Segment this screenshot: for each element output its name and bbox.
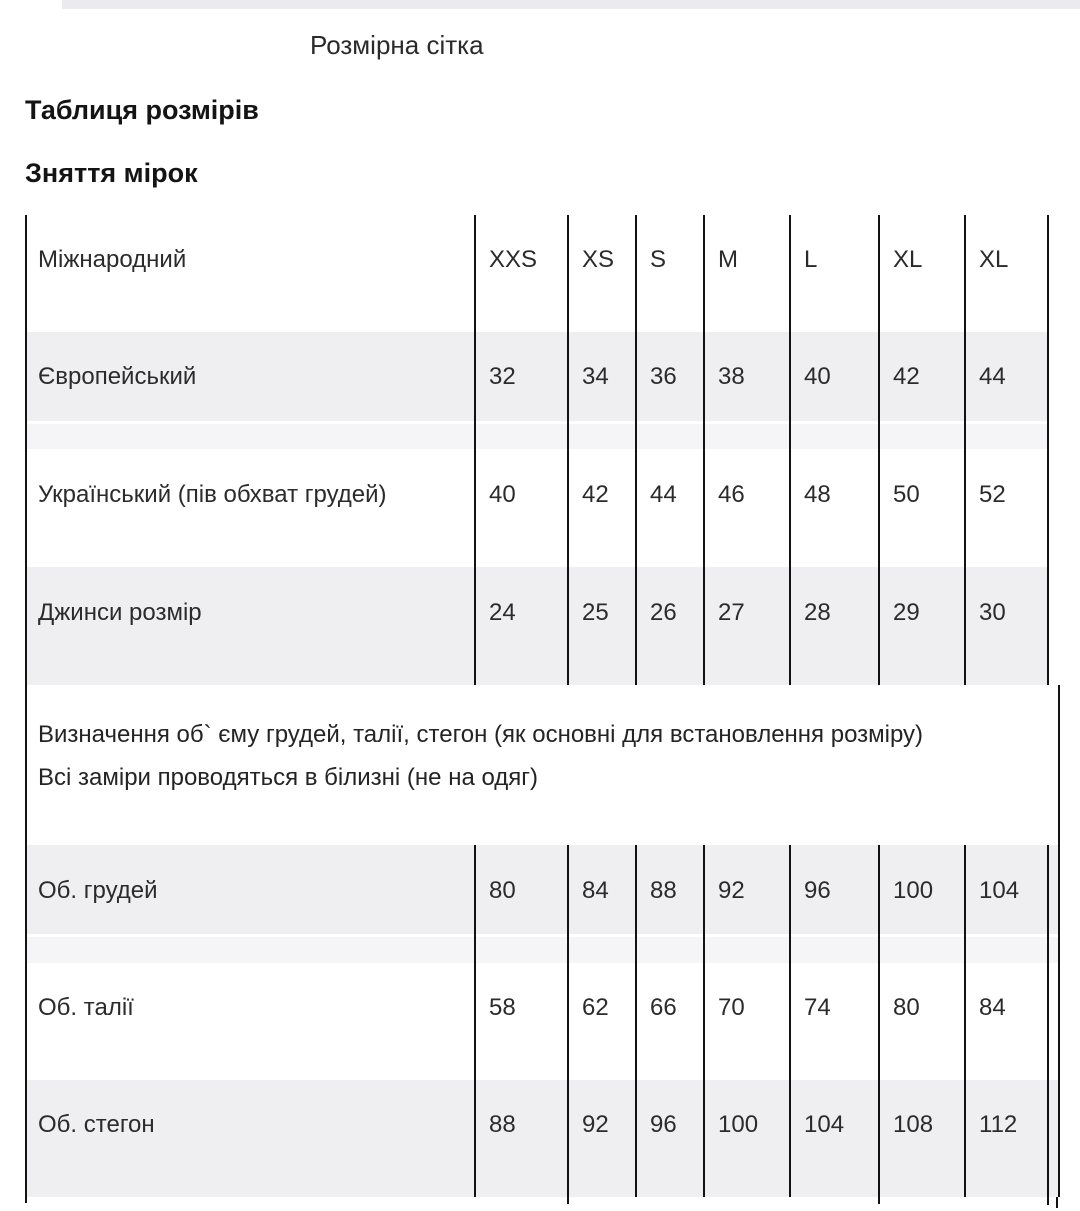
size-cell: 92	[567, 1080, 635, 1197]
size-cell: 84	[567, 845, 635, 963]
table-row-international: Міжнародний XXS XS S M L XL XL	[27, 215, 1047, 332]
table-row-jeans: Джинси розмір 24 25 26 27 28 29 30	[27, 567, 1047, 685]
size-cell: 25	[567, 567, 635, 685]
size-cell: 34	[567, 332, 635, 449]
size-cell: 30	[964, 567, 1047, 685]
size-cell: 44	[964, 332, 1047, 449]
size-cell: 28	[789, 567, 878, 685]
size-cell: 62	[567, 963, 635, 1080]
grid-line-stub	[878, 1197, 880, 1204]
measurement-section: Визначення об` єму грудей, талії, стегон…	[25, 685, 1060, 1197]
size-cell: 32	[474, 332, 567, 449]
row-label: Джинси розмір	[38, 598, 202, 626]
size-cell: 40	[474, 449, 567, 567]
size-cell: 24	[474, 567, 567, 685]
size-cell: 108	[878, 1080, 964, 1197]
size-cell: 100	[703, 1080, 789, 1197]
row-label: Український (пів обхват грудей)	[38, 480, 387, 508]
size-cell: S	[635, 215, 703, 332]
heading-measurements: Зняття мірок	[25, 158, 198, 188]
size-cell: XL	[964, 215, 1047, 332]
row-label: Об. грудей	[38, 876, 158, 904]
grid-line-stub	[25, 1197, 27, 1203]
grid-line-stub	[567, 1197, 569, 1204]
grid-line-stub	[1047, 1197, 1049, 1205]
size-cell: 46	[703, 449, 789, 567]
size-cell: 104	[789, 1080, 878, 1197]
size-cell: 74	[789, 963, 878, 1080]
size-cell: 38	[703, 332, 789, 449]
size-cell: XXS	[474, 215, 567, 332]
measurement-note: Визначення об` єму грудей, талії, стегон…	[27, 685, 1058, 845]
table-row-ukrainian: Український (пів обхват грудей) 40 42 44…	[27, 449, 1047, 567]
size-cell: 96	[635, 1080, 703, 1197]
top-divider	[62, 0, 1080, 9]
table-right-sliver	[1047, 1080, 1058, 1197]
size-cell: 44	[635, 449, 703, 567]
size-cell: 88	[474, 1080, 567, 1197]
size-cell: 104	[964, 845, 1047, 963]
size-cell: 26	[635, 567, 703, 685]
size-cell: L	[789, 215, 878, 332]
size-cell: XL	[878, 215, 964, 332]
table-row-waist: Об. талії 58 62 66 70 74 80 84	[27, 963, 1058, 1080]
size-cell: 70	[703, 963, 789, 1080]
size-cell: 40	[789, 332, 878, 449]
size-cell: 36	[635, 332, 703, 449]
size-cell: 100	[878, 845, 964, 963]
size-cell: 50	[878, 449, 964, 567]
size-cell: 80	[474, 845, 567, 963]
size-cell: 48	[789, 449, 878, 567]
table-row-hips: Об. стегон 88 92 96 100 104 108 112	[27, 1080, 1058, 1197]
table-row-european: Європейський 32 34 36 38 40 42 44	[27, 332, 1047, 449]
size-cell: 42	[878, 332, 964, 449]
size-cell: 66	[635, 963, 703, 1080]
grid-line-stub	[1056, 1197, 1058, 1208]
size-cell: M	[703, 215, 789, 332]
table-right-sliver	[1047, 845, 1058, 963]
size-cell: 88	[635, 845, 703, 963]
table-row-chest: Об. грудей 80 84 88 92 96 100 104	[27, 845, 1058, 963]
row-label: Об. талії	[38, 994, 134, 1021]
note-line-2: Всі заміри проводяться в білизні (не на …	[38, 764, 539, 791]
row-label: Європейський	[38, 363, 197, 390]
size-cell: 29	[878, 567, 964, 685]
size-cell: 27	[703, 567, 789, 685]
size-cell: 52	[964, 449, 1047, 567]
page-title: Розмірна сітка	[310, 30, 484, 60]
row-label: Міжнародний	[38, 246, 187, 273]
size-cell: 80	[878, 963, 964, 1080]
size-cell: 84	[964, 963, 1047, 1080]
heading-size-table: Таблиця розмірів	[25, 95, 259, 125]
size-cell: XS	[567, 215, 635, 332]
size-cell: 58	[474, 963, 567, 1080]
size-cell: 42	[567, 449, 635, 567]
note-line-1: Визначення об` єму грудей, талії, стегон…	[38, 721, 924, 748]
size-cell: 112	[964, 1080, 1047, 1197]
size-conversion-table: Міжнародний XXS XS S M L XL XL Європейсь…	[25, 215, 1049, 685]
size-cell: 92	[703, 845, 789, 963]
row-label: Об. стегон	[38, 1111, 155, 1138]
size-cell: 96	[789, 845, 878, 963]
table-right-sliver	[1047, 963, 1058, 1080]
